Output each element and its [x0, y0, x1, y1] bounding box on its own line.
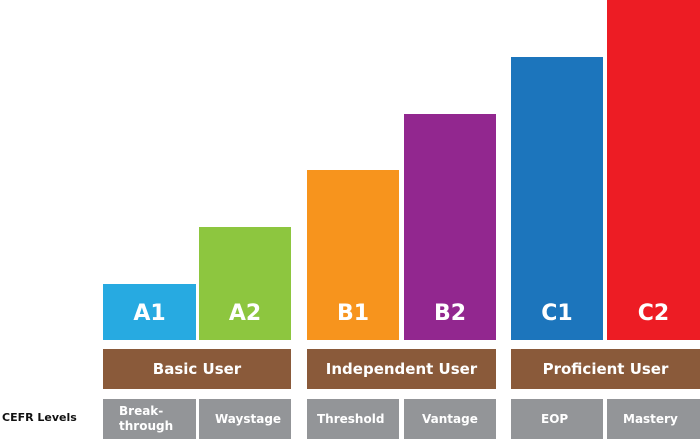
group-label: Independent User — [307, 349, 496, 389]
level-descriptor: EOP — [511, 399, 603, 439]
level-bar: C1 — [511, 57, 603, 340]
level-bar: A2 — [199, 227, 291, 340]
level-descriptor: Break- through — [103, 399, 196, 439]
level-bar: A1 — [103, 284, 196, 340]
level-descriptor: Mastery — [607, 399, 700, 439]
level-descriptor: Waystage — [199, 399, 291, 439]
level-bar: C2 — [607, 0, 700, 340]
level-bar: B2 — [404, 114, 496, 340]
level-bar: B1 — [307, 170, 399, 340]
level-descriptor: Threshold — [307, 399, 399, 439]
group-label: Proficient User — [511, 349, 700, 389]
group-label: Basic User — [103, 349, 291, 389]
level-descriptor: Vantage — [404, 399, 496, 439]
row-label: CEFR Levels — [2, 411, 77, 424]
